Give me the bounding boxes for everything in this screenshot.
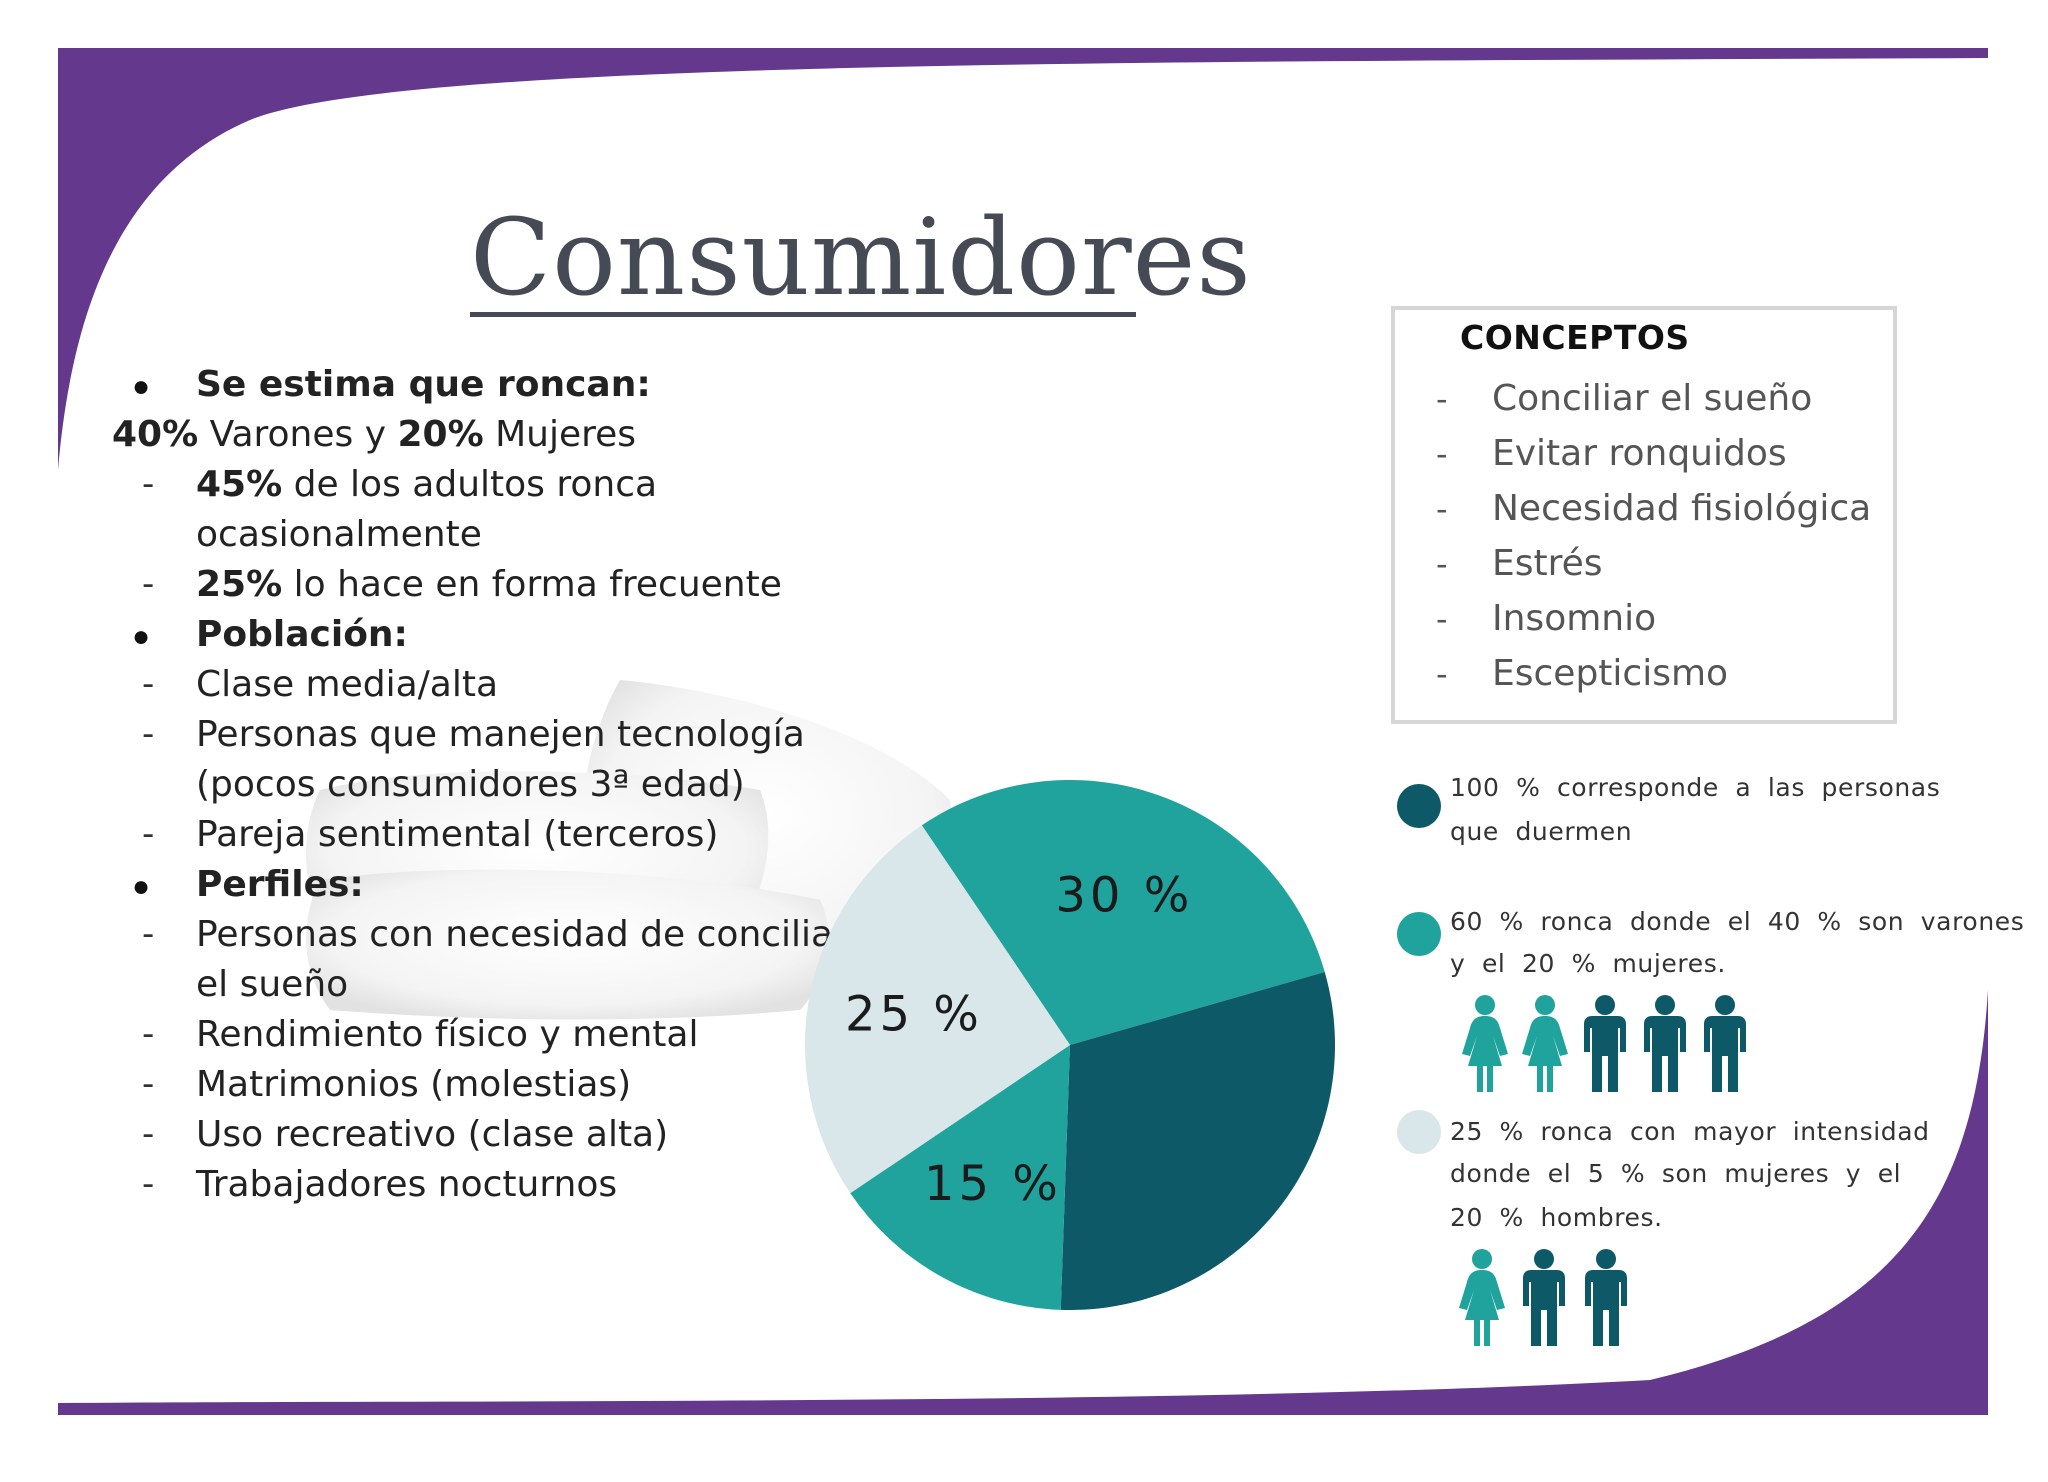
list-item-perf5: Trabajadores nocturnos xyxy=(196,1164,618,1205)
list-item-pop3: Pareja sentimental (terceros) xyxy=(196,814,719,855)
list-dash: - xyxy=(142,814,155,854)
title-underline xyxy=(470,312,1136,317)
top-swoosh xyxy=(58,48,1988,470)
male-icon xyxy=(1698,994,1752,1099)
list-item-pop1: Clase media/alta xyxy=(196,664,499,705)
list-dash: - xyxy=(142,1164,155,1204)
legend-text: que duermen xyxy=(1450,817,1633,846)
female-icon xyxy=(1458,994,1512,1099)
legend-text: 25 % ronca con mayor intensidad xyxy=(1450,1117,1930,1146)
list-line-gender: 40% Varones y 20% Mujeres xyxy=(112,414,637,455)
concept-dash: - xyxy=(1436,545,1448,583)
bullet-dot: ● xyxy=(132,620,151,653)
concept-dash: - xyxy=(1436,655,1448,693)
bullet-dot: ● xyxy=(132,870,151,903)
female-icon xyxy=(1455,1248,1509,1353)
list-dash: - xyxy=(142,664,155,704)
list-item-perf1-cont: el sueño xyxy=(196,964,349,1005)
concept-item: Conciliar el sueño xyxy=(1492,378,1813,419)
list-item-perf1: Personas con necesidad de conciliar xyxy=(196,914,848,955)
concept-item: Necesidad fisiológica xyxy=(1492,488,1872,529)
legend-text: donde el 5 % son mujeres y el xyxy=(1450,1159,1902,1188)
male-icon xyxy=(1578,994,1632,1099)
pie-slice-label: 25 % xyxy=(845,987,983,1043)
list-item-perf3: Matrimonios (molestias) xyxy=(196,1064,632,1105)
female-icon xyxy=(1518,994,1572,1099)
concept-item: Escepticismo xyxy=(1492,653,1729,694)
list-item-perf2: Rendimiento físico y mental xyxy=(196,1014,699,1055)
concept-item: Evitar ronquidos xyxy=(1492,433,1787,474)
list-item-adults-cont: ocasionalmente xyxy=(196,514,482,555)
legend-dot-dark xyxy=(1397,784,1441,828)
list-item-perf4: Uso recreativo (clase alta) xyxy=(196,1114,669,1155)
pie-slice-label: 15 % xyxy=(924,1156,1062,1212)
concept-dash: - xyxy=(1436,600,1448,638)
concept-item: Estrés xyxy=(1492,543,1603,584)
concept-dash: - xyxy=(1436,435,1448,473)
list-heading-perfiles: Perfiles: xyxy=(196,864,364,905)
list-item-frequent: 25% lo hace en forma frecuente xyxy=(196,564,782,605)
legend-text: y el 20 % mujeres. xyxy=(1450,949,1726,978)
legend-dot-teal xyxy=(1397,912,1441,956)
bottom-swoosh xyxy=(58,990,1988,1415)
legend-text: 100 % corresponde a las personas xyxy=(1450,773,1941,802)
concepts-title: CONCEPTOS xyxy=(1460,318,1690,357)
list-heading-ronquidos: Se estima que roncan: xyxy=(196,364,651,405)
pie-chart: 30 % 15 % 25 % xyxy=(805,780,1335,1310)
pie-slice-label: 30 % xyxy=(1055,868,1193,924)
pie-slice xyxy=(1060,971,1335,1310)
list-item-pop2-cont: (pocos consumidores 3ª edad) xyxy=(196,764,745,805)
list-dash: - xyxy=(142,464,155,504)
list-dash: - xyxy=(142,564,155,604)
legend-dot-light xyxy=(1397,1110,1441,1154)
list-item-pop2: Personas que manejen tecnología xyxy=(196,714,805,755)
male-icon xyxy=(1638,994,1692,1099)
pie-slice xyxy=(850,1045,1070,1310)
legend-text: 60 % ronca donde el 40 % son varones xyxy=(1450,907,2025,936)
concept-item: Insomnio xyxy=(1492,598,1657,639)
bullet-dot: ● xyxy=(132,370,151,403)
pie-slice xyxy=(805,825,1070,1194)
page-title: Consumidores xyxy=(470,196,1252,319)
list-dash: - xyxy=(142,1014,155,1054)
male-icon xyxy=(1517,1248,1571,1353)
legend-text: 20 % hombres. xyxy=(1450,1203,1663,1232)
male-icon xyxy=(1579,1248,1633,1353)
pie-slice xyxy=(921,780,1325,1045)
list-dash: - xyxy=(142,714,155,754)
list-dash: - xyxy=(142,914,155,954)
concept-dash: - xyxy=(1436,380,1448,418)
concepts-box xyxy=(1391,306,1897,724)
list-heading-poblacion: Población: xyxy=(196,614,408,655)
list-dash: - xyxy=(142,1114,155,1154)
list-dash: - xyxy=(142,1064,155,1104)
list-item-adults: 45% de los adultos ronca xyxy=(196,464,658,505)
concept-dash: - xyxy=(1436,490,1448,528)
